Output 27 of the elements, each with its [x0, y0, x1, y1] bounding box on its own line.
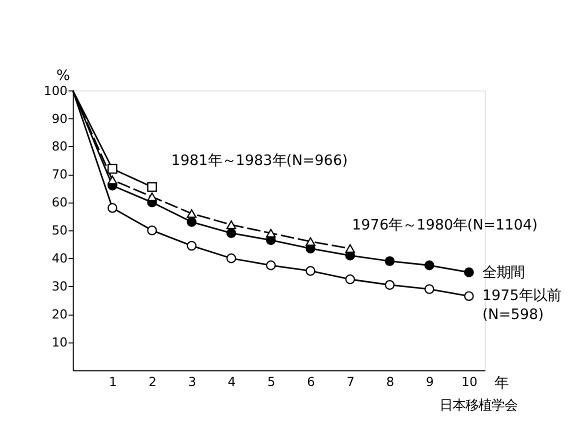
x-tick-label: 4 [228, 374, 236, 390]
x-tick-label: 3 [188, 374, 196, 390]
series-label: 1976年～1980年(N=1104) [352, 217, 538, 234]
text: 日本移植学会 [439, 398, 518, 414]
series-label: 全期間 [482, 265, 524, 282]
y-tick-label: 50 [52, 222, 68, 238]
y-tick-label: 10 [52, 334, 68, 350]
x-tick-label: 9 [426, 374, 434, 390]
y-tick-label: 60 [52, 194, 68, 210]
x-axis-title: 年 [494, 375, 508, 392]
x-tick-label: 2 [148, 374, 156, 390]
x-tick-label: 6 [307, 374, 316, 390]
y-tick-label: 80 [52, 138, 68, 154]
series-label: 1981年～1983年(N=966) [171, 152, 348, 169]
x-tick-label: 5 [267, 374, 276, 390]
y-tick-label: 30 [52, 278, 68, 294]
y-tick-label: 20 [52, 306, 68, 322]
y-tick-label: 90 [52, 110, 68, 126]
x-tick-label: 7 [346, 374, 355, 390]
x-tick-label: 1 [108, 374, 117, 390]
y-tick-label: 70 [52, 166, 68, 182]
y-tick-label: 40 [52, 250, 68, 266]
series-label: 1975年以前 (N=598) [482, 288, 561, 324]
y-tick-label: 100 [44, 82, 68, 98]
y-axis-title: % [56, 68, 70, 84]
x-tick-label: 8 [386, 374, 394, 390]
x-tick-label: 10 [462, 374, 478, 390]
